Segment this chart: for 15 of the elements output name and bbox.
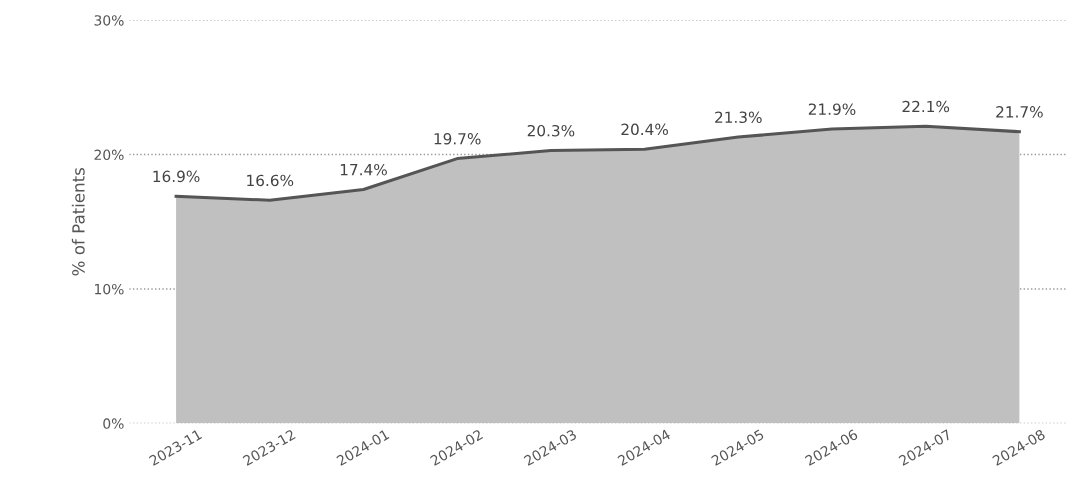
data-label: 21.3% — [715, 111, 762, 124]
y-tick-label: 10% — [95, 283, 124, 295]
data-label: 16.6% — [247, 174, 294, 187]
data-label: 20.3% — [527, 124, 575, 137]
data-label: 17.4% — [340, 163, 387, 176]
data-label: 19.7% — [434, 132, 481, 145]
data-label: 21.9% — [808, 103, 856, 115]
y-axis-title: % of Patients — [71, 167, 85, 276]
data-label: 21.7% — [996, 106, 1043, 118]
data-label: 20.4% — [621, 123, 669, 136]
y-tick-label: 20% — [94, 149, 124, 161]
y-tick-label: 30% — [94, 15, 124, 26]
data-label: 16.9% — [153, 170, 200, 183]
data-label: 22.1% — [902, 100, 950, 113]
y-tick-label: 0% — [103, 418, 124, 429]
